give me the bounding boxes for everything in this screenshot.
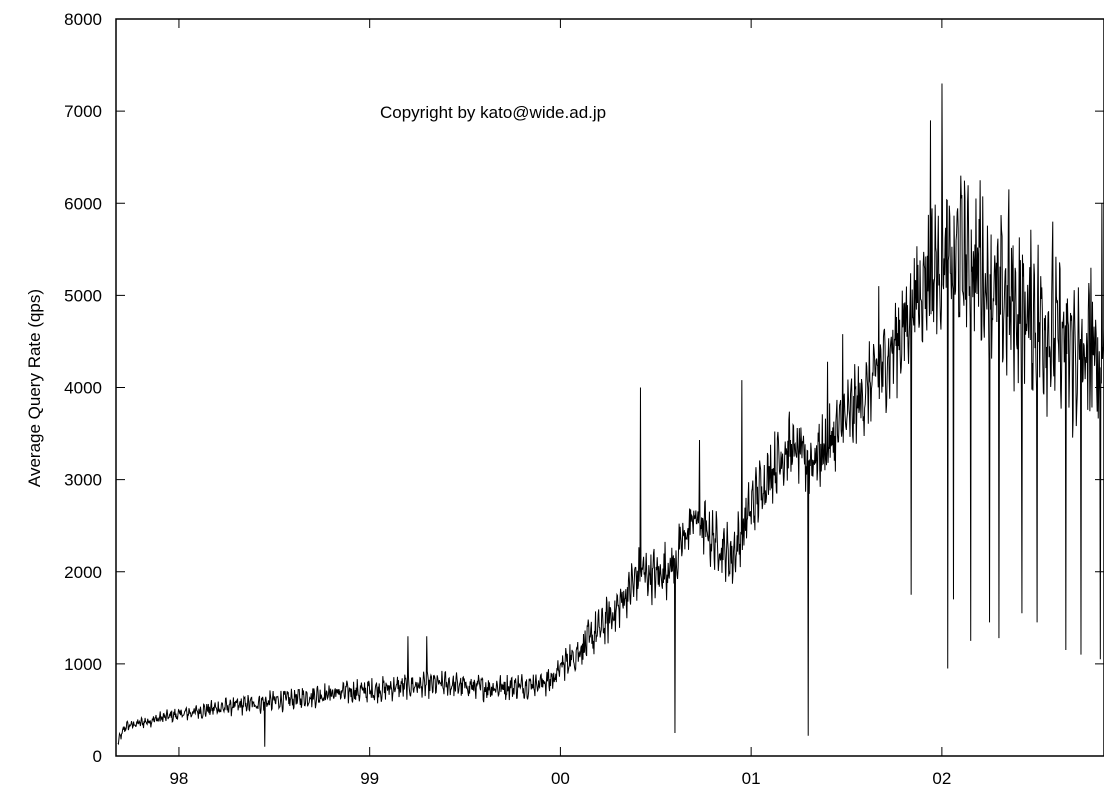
y-tick-label: 3000 [64,471,102,490]
y-axis-title: Average Query Rate (qps) [25,289,44,487]
copyright-annotation: Copyright by kato@wide.ad.jp [380,103,606,122]
y-axis: 0 1000 2000 3000 4000 5000 6000 7000 8000 [64,10,1104,766]
y-tick-label: 4000 [64,379,102,398]
y-tick-label: 5000 [64,286,102,305]
series-line [117,83,1104,747]
plot-frame [115,18,1104,757]
y-tick-label: 1000 [64,655,102,674]
x-tick-label: 99 [360,769,379,788]
y-tick-label: 2000 [64,563,102,582]
x-tick-label: 98 [169,769,188,788]
y-tick-label: 8000 [64,10,102,29]
x-tick-label: 01 [742,769,761,788]
y-tick-label: 7000 [64,102,102,121]
x-tick-label: 02 [932,769,951,788]
y-tick-label: 0 [93,747,102,766]
x-axis: 98 99 00 01 02 [169,19,951,788]
x-tick-label: 00 [551,769,570,788]
y-tick-label: 6000 [64,194,102,213]
